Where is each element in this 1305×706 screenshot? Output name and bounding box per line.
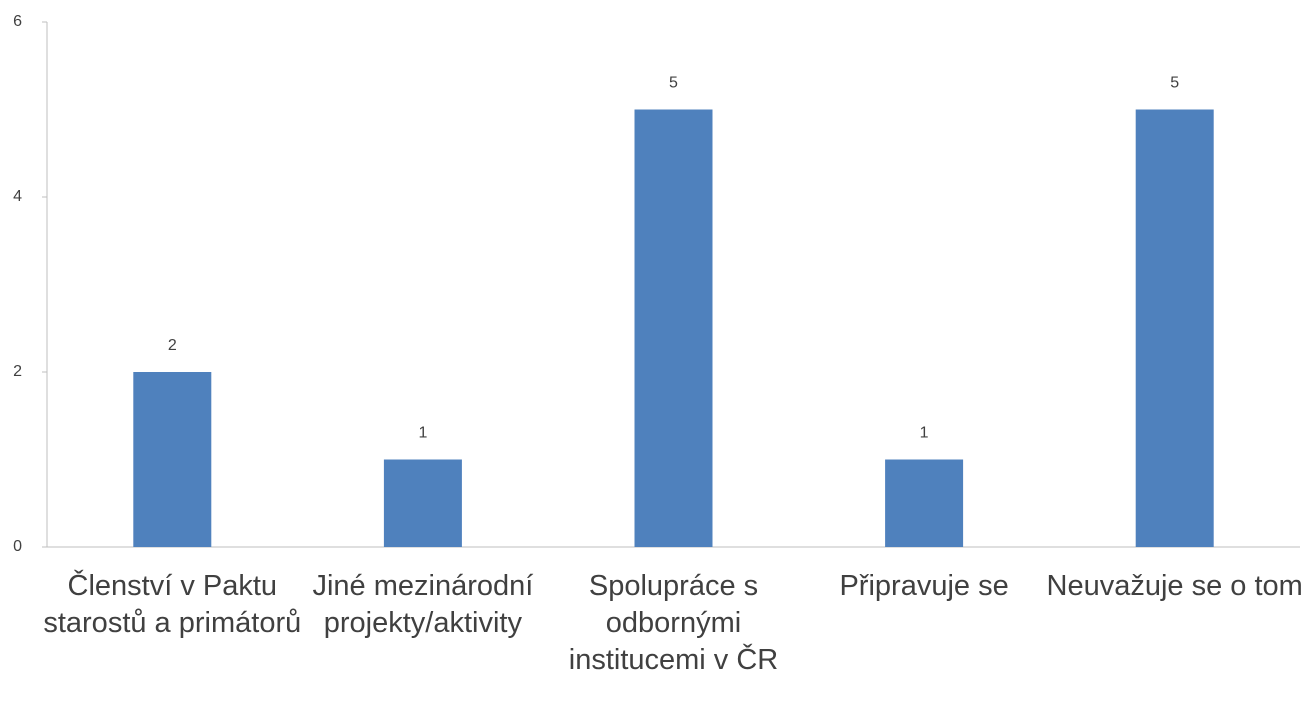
y-tick-label: 0: [13, 538, 22, 555]
bar: [885, 459, 964, 547]
value-label: 5: [669, 75, 678, 92]
value-label: 2: [168, 337, 177, 354]
x-tick-label: Jiné mezinárodní projekty/aktivity: [312, 570, 534, 639]
bar: [1135, 109, 1214, 547]
bar: [634, 109, 713, 547]
x-tick-label: Členství v Paktu starostů a primátorů: [43, 570, 302, 639]
y-tick-label: 4: [13, 188, 22, 205]
value-label: 5: [1170, 75, 1179, 92]
x-tick-label: Spolupráce s odbornými institucemi v ČR: [568, 570, 779, 676]
bar: [383, 459, 462, 547]
y-tick-label: 2: [13, 363, 22, 380]
x-tick-label: Neuvažuje se o tom: [1046, 570, 1303, 602]
y-tick-label: 6: [13, 13, 22, 30]
value-label: 1: [920, 425, 929, 442]
value-label: 1: [418, 425, 427, 442]
bar: [133, 372, 212, 547]
x-tick-label: Připravuje se: [839, 570, 1009, 602]
